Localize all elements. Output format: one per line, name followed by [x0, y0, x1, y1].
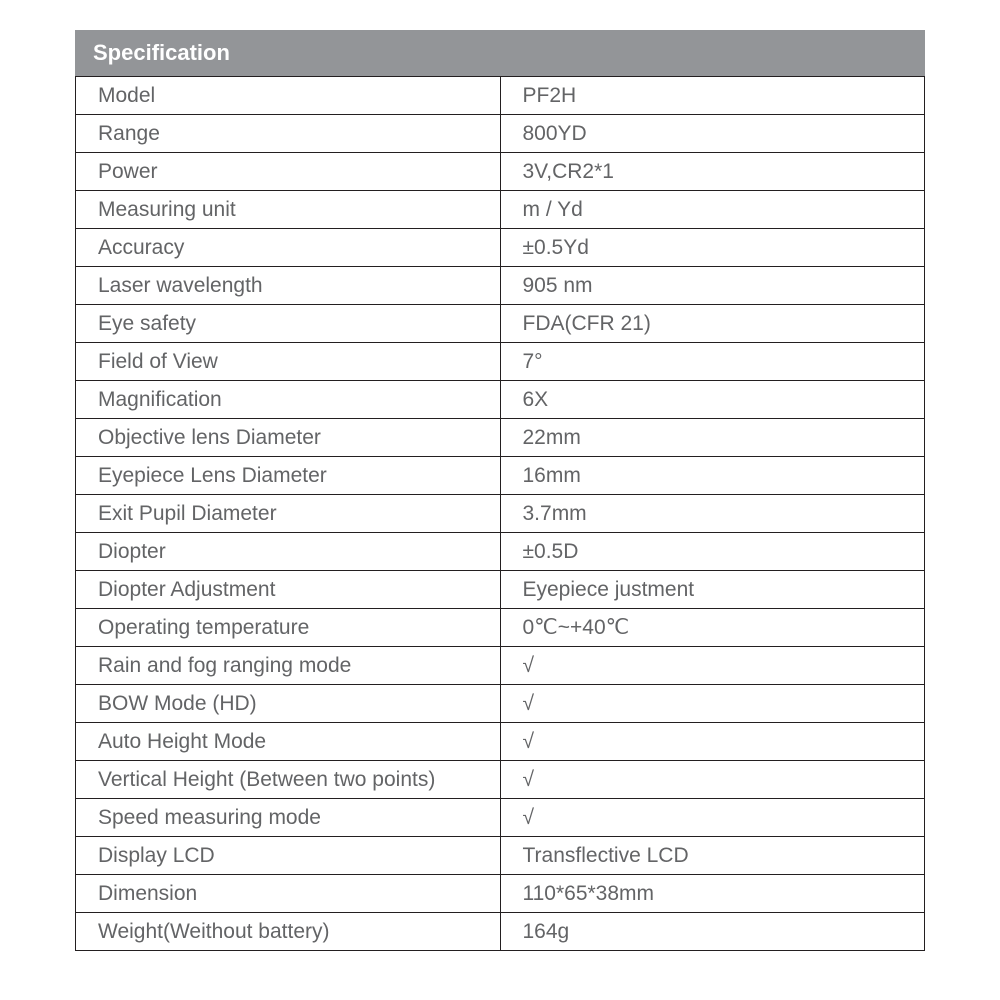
table-row: Dimension110*65*38mm: [76, 875, 925, 913]
table-row: Diopter AdjustmentEyepiece justment: [76, 571, 925, 609]
spec-label: Vertical Height (Between two points): [76, 761, 501, 799]
spec-label: Speed measuring mode: [76, 799, 501, 837]
table-row: Field of View7°: [76, 343, 925, 381]
table-row: Eye safetyFDA(CFR 21): [76, 305, 925, 343]
spec-label: Accuracy: [76, 229, 501, 267]
table-row: Range800YD: [76, 115, 925, 153]
table-row: Vertical Height (Between two points)√: [76, 761, 925, 799]
spec-label: Weight(Weithout battery): [76, 913, 501, 951]
table-row: ModelPF2H: [76, 77, 925, 115]
spec-label: Exit Pupil Diameter: [76, 495, 501, 533]
spec-value: 110*65*38mm: [500, 875, 925, 913]
spec-value: Eyepiece justment: [500, 571, 925, 609]
spec-value: 6X: [500, 381, 925, 419]
table-row: Measuring unitm / Yd: [76, 191, 925, 229]
spec-value: 22mm: [500, 419, 925, 457]
spec-label: Operating temperature: [76, 609, 501, 647]
spec-value: 164g: [500, 913, 925, 951]
spec-value: √: [500, 685, 925, 723]
spec-value: 800YD: [500, 115, 925, 153]
spec-label: Field of View: [76, 343, 501, 381]
spec-value: ±0.5Yd: [500, 229, 925, 267]
table-row: Magnification6X: [76, 381, 925, 419]
table-row: Power3V,CR2*1: [76, 153, 925, 191]
table-row: Objective lens Diameter22mm: [76, 419, 925, 457]
table-row: Auto Height Mode√: [76, 723, 925, 761]
spec-label: Rain and fog ranging mode: [76, 647, 501, 685]
spec-value: 3.7mm: [500, 495, 925, 533]
spec-label: Eyepiece Lens Diameter: [76, 457, 501, 495]
specification-header: Specification: [75, 30, 925, 76]
table-row: Eyepiece Lens Diameter16mm: [76, 457, 925, 495]
table-row: Rain and fog ranging mode√: [76, 647, 925, 685]
spec-label: Laser wavelength: [76, 267, 501, 305]
spec-label: Model: [76, 77, 501, 115]
table-row: Speed measuring mode√: [76, 799, 925, 837]
spec-label: Auto Height Mode: [76, 723, 501, 761]
table-row: BOW Mode (HD)√: [76, 685, 925, 723]
table-row: Laser wavelength905 nm: [76, 267, 925, 305]
spec-value: 3V,CR2*1: [500, 153, 925, 191]
spec-value: 905 nm: [500, 267, 925, 305]
spec-value: √: [500, 761, 925, 799]
spec-label: Eye safety: [76, 305, 501, 343]
table-row: Accuracy±0.5Yd: [76, 229, 925, 267]
spec-value: FDA(CFR 21): [500, 305, 925, 343]
spec-label: Diopter Adjustment: [76, 571, 501, 609]
spec-label: Magnification: [76, 381, 501, 419]
spec-label: Power: [76, 153, 501, 191]
spec-value: PF2H: [500, 77, 925, 115]
spec-value: 7°: [500, 343, 925, 381]
spec-label: BOW Mode (HD): [76, 685, 501, 723]
spec-value: √: [500, 799, 925, 837]
spec-label: Display LCD: [76, 837, 501, 875]
table-row: Weight(Weithout battery)164g: [76, 913, 925, 951]
spec-value: 16mm: [500, 457, 925, 495]
spec-value: ±0.5D: [500, 533, 925, 571]
spec-label: Objective lens Diameter: [76, 419, 501, 457]
table-row: Exit Pupil Diameter3.7mm: [76, 495, 925, 533]
spec-label: Dimension: [76, 875, 501, 913]
spec-value: m / Yd: [500, 191, 925, 229]
specification-table: ModelPF2HRange800YDPower3V,CR2*1Measurin…: [75, 76, 925, 951]
spec-value: 0℃~+40℃: [500, 609, 925, 647]
table-row: Operating temperature0℃~+40℃: [76, 609, 925, 647]
spec-label: Range: [76, 115, 501, 153]
table-row: Display LCDTransflective LCD: [76, 837, 925, 875]
table-row: Diopter±0.5D: [76, 533, 925, 571]
spec-value: √: [500, 723, 925, 761]
spec-label: Measuring unit: [76, 191, 501, 229]
spec-value: √: [500, 647, 925, 685]
spec-value: Transflective LCD: [500, 837, 925, 875]
spec-label: Diopter: [76, 533, 501, 571]
